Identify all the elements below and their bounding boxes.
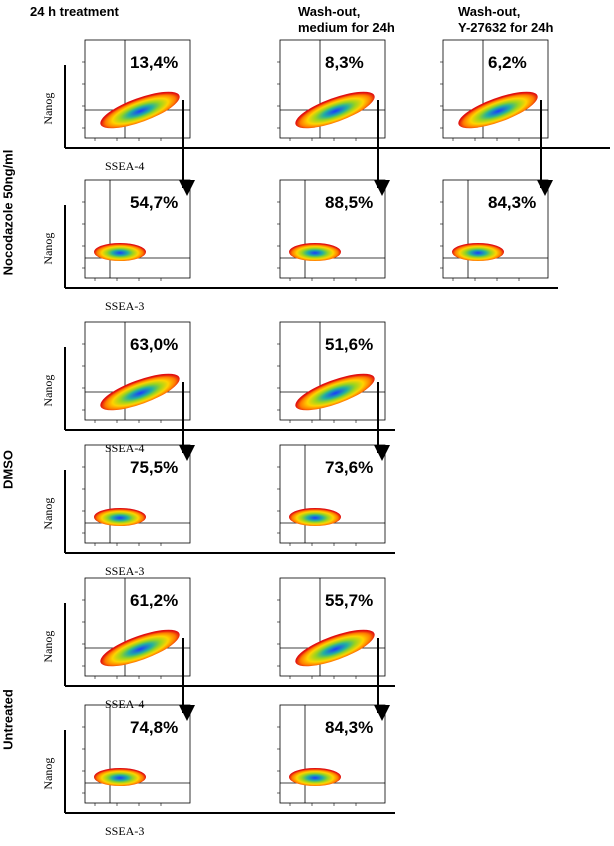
density-cloud (94, 243, 146, 261)
x-axis-label: SSEA-3 (105, 564, 144, 578)
y-axis-label: Nanog (41, 631, 55, 663)
y-axis-label: Nanog (41, 758, 55, 790)
plot-frame (84, 321, 191, 421)
density-cloud (289, 768, 341, 786)
density-cloud (94, 508, 146, 526)
column-header: Wash-out, medium for 24h (298, 4, 395, 35)
density-cloud (94, 768, 146, 786)
plot-frame (84, 444, 191, 544)
percentage: 13,4% (130, 53, 178, 72)
column-header: Wash-out, Y-27632 for 24h (458, 4, 554, 35)
plot-frame (84, 179, 191, 279)
percentage: 61,2% (130, 591, 178, 610)
density-cloud (295, 373, 375, 411)
density-cloud (295, 629, 375, 667)
density-cloud (100, 373, 180, 411)
percentage: 75,5% (130, 458, 178, 477)
density-cloud (100, 91, 180, 129)
percentage: 54,7% (130, 193, 178, 212)
plot-frame (84, 577, 191, 677)
density-cloud (295, 91, 375, 129)
density-cloud (452, 243, 504, 261)
plot-frame (279, 179, 386, 279)
y-axis-label: Nanog (41, 233, 55, 265)
plot-frame (84, 39, 191, 139)
percentage: 8,3% (325, 53, 364, 72)
plot-frame (84, 704, 191, 804)
density-cloud (100, 629, 180, 667)
percentage: 51,6% (325, 335, 373, 354)
y-axis-label: Nanog (41, 498, 55, 530)
x-axis-label: SSEA-3 (105, 824, 144, 838)
y-axis-label: Nanog (41, 93, 55, 125)
percentage: 74,8% (130, 718, 178, 737)
percentage: 73,6% (325, 458, 373, 477)
plot-frame (279, 39, 386, 139)
percentage: 55,7% (325, 591, 373, 610)
percentage: 88,5% (325, 193, 373, 212)
density-cloud (289, 243, 341, 261)
density-cloud (458, 91, 538, 129)
percentage: 63,0% (130, 335, 178, 354)
x-axis-label: SSEA-4 (105, 441, 144, 455)
plot-frame (442, 39, 549, 139)
percentage: 84,3% (488, 193, 536, 212)
x-axis-label: SSEA-4 (105, 697, 144, 711)
plot-frame (279, 321, 386, 421)
percentage: 6,2% (488, 53, 527, 72)
plot-frame (279, 577, 386, 677)
density-cloud (289, 508, 341, 526)
column-header: 24 h treatment (30, 4, 119, 19)
plot-frame (279, 444, 386, 544)
percentage: 84,3% (325, 718, 373, 737)
x-axis-label: SSEA-3 (105, 299, 144, 313)
plot-frame (442, 179, 549, 279)
y-axis-label: Nanog (41, 375, 55, 407)
plot-frame (279, 704, 386, 804)
x-axis-label: SSEA-4 (105, 159, 144, 173)
